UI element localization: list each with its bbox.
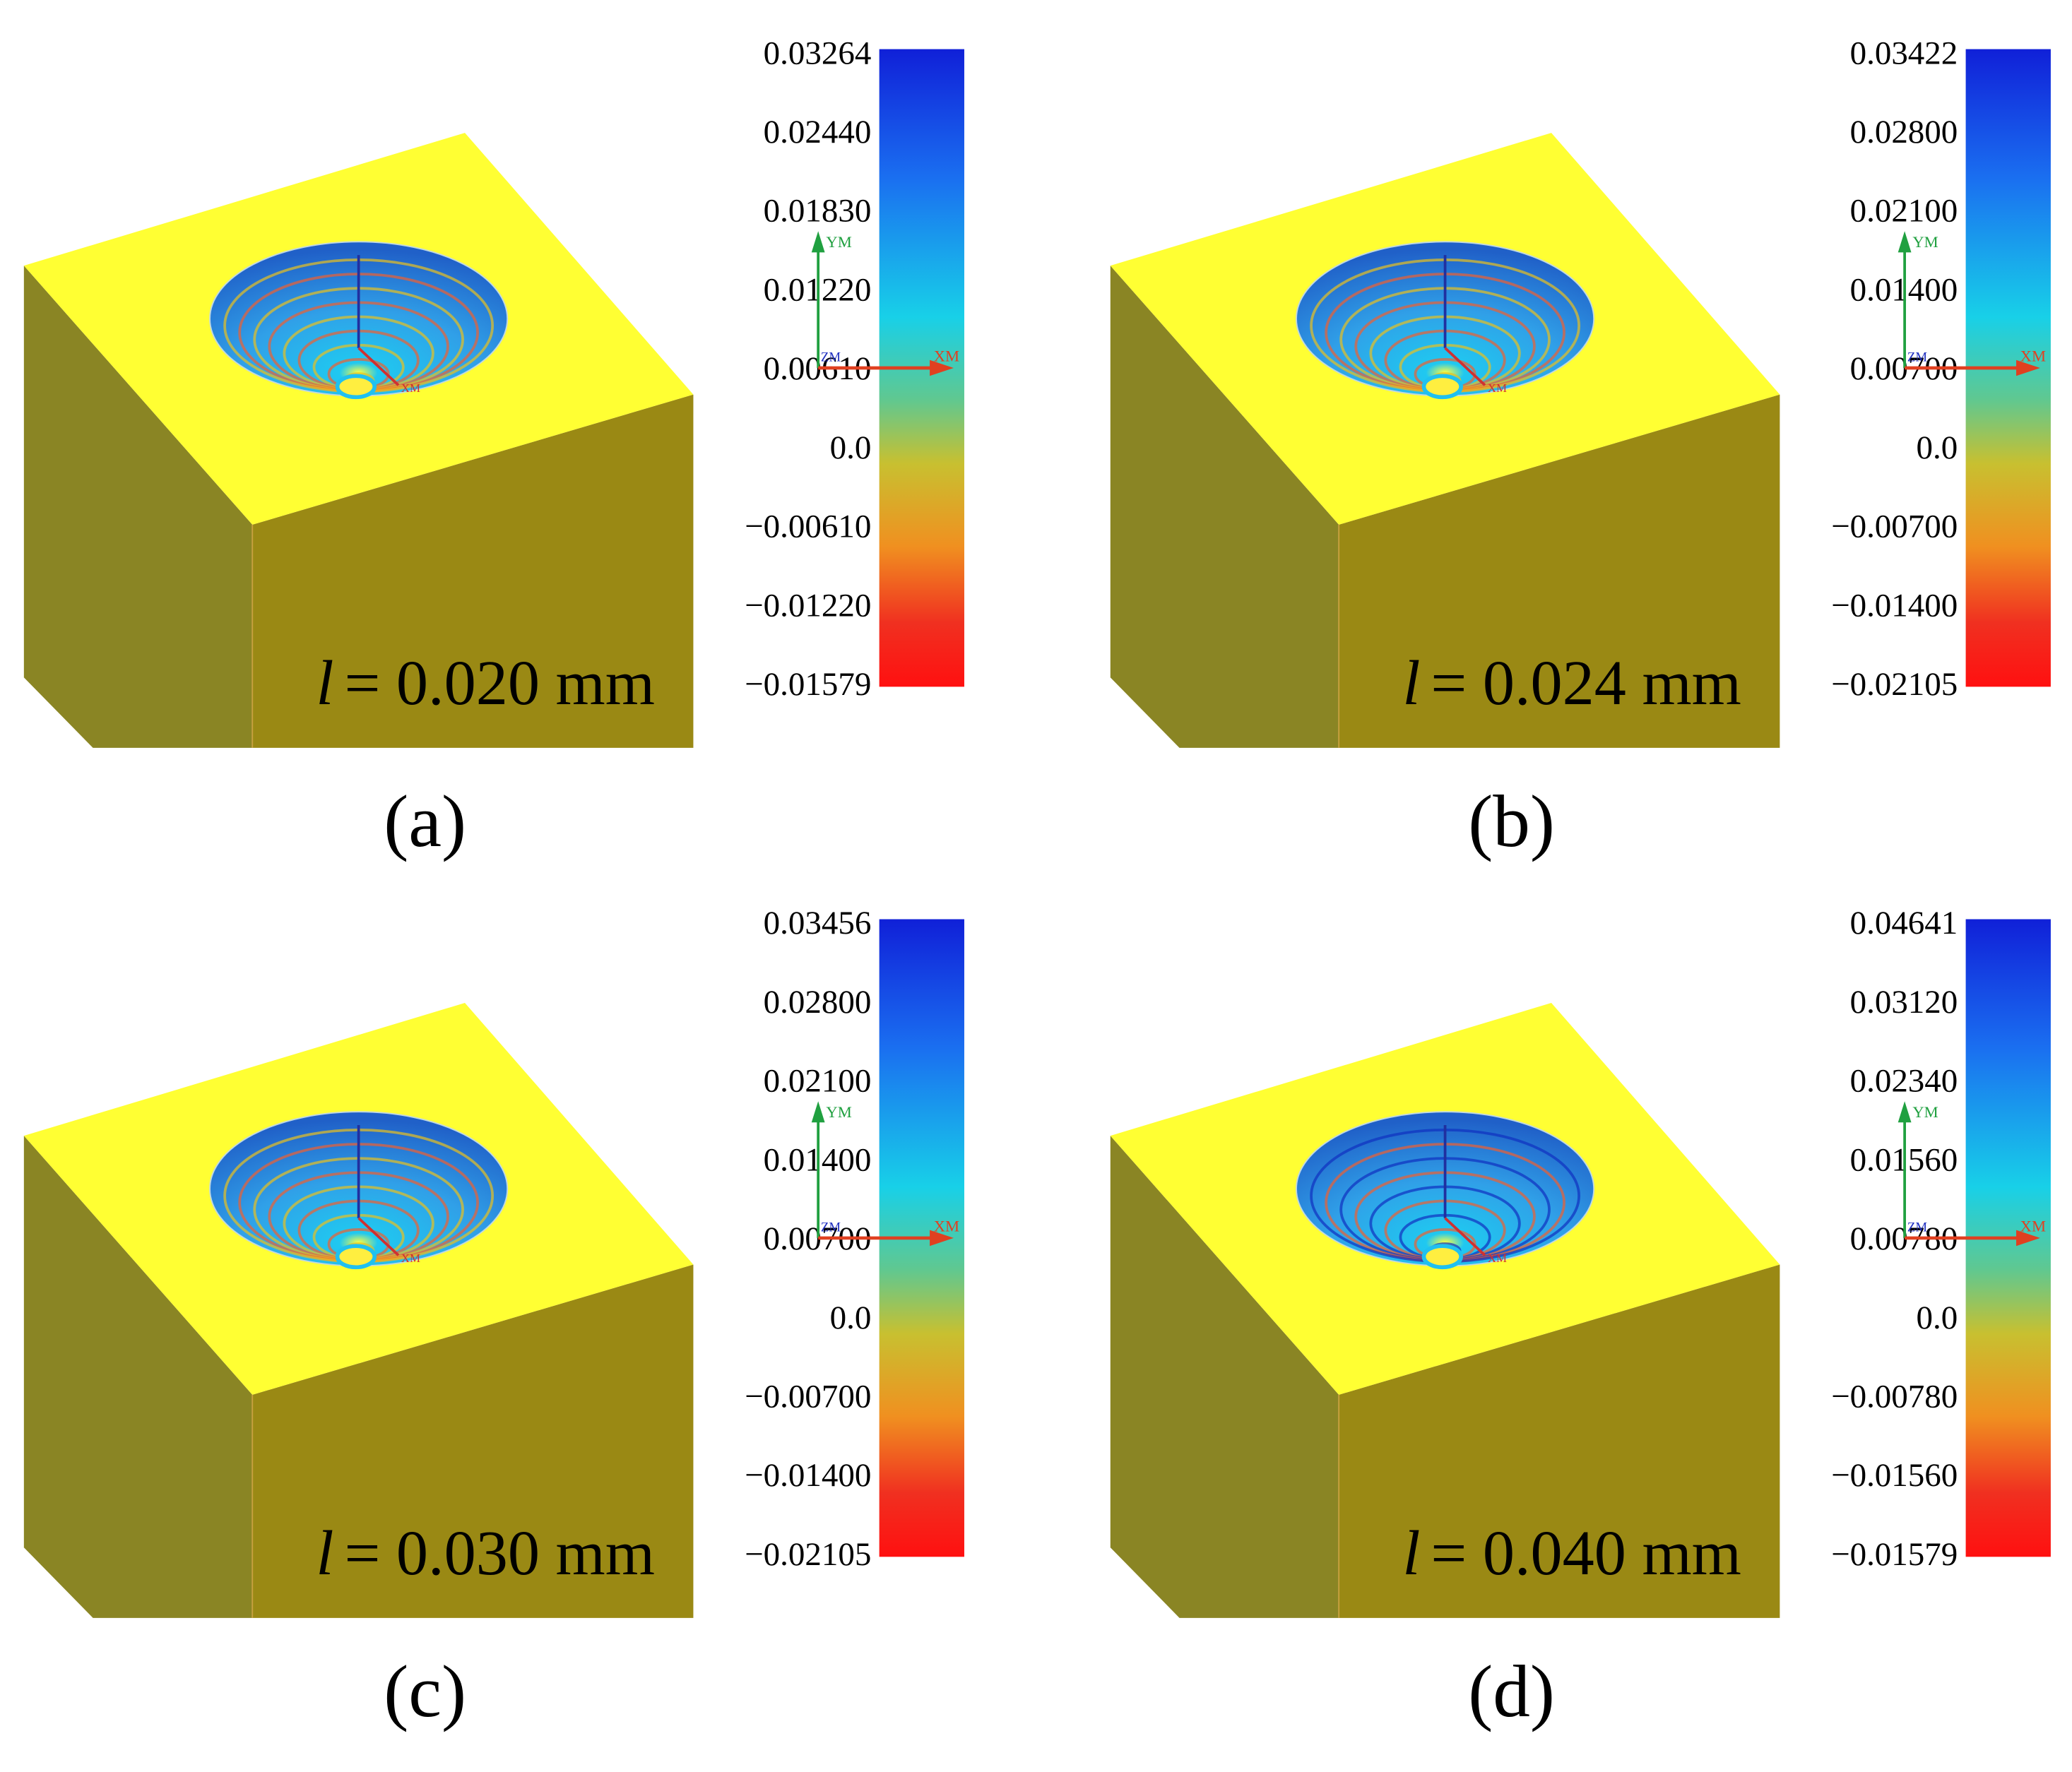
crater-axis: [357, 347, 400, 386]
triad-y-head: [811, 1101, 825, 1123]
panel-label: (b): [1468, 780, 1555, 862]
colorbar-tick-label: −0.01220: [745, 587, 871, 624]
axis-label: XM: [2020, 347, 2046, 365]
colorbar-tick-label: 0.04641: [1850, 905, 1958, 941]
colorbar-tick-label: −0.01579: [1831, 1536, 1958, 1573]
colorbar-tick-label: 0.02340: [1850, 1063, 1958, 1100]
colorbar-tick-label: 0.03264: [764, 35, 872, 71]
colorbar-tick-label: −0.00780: [1831, 1379, 1958, 1415]
panel-label: (c): [384, 1650, 466, 1732]
triad-y-head: [1898, 1101, 1912, 1123]
triad-x-head: [930, 359, 954, 376]
colorbar-tick-label: −0.02105: [745, 1536, 871, 1573]
colorbar-tick-label: 0.0: [830, 1300, 872, 1336]
colorbar-tick-label: −0.01579: [745, 666, 871, 703]
length-label: l = 0.030 mm: [316, 1518, 655, 1588]
length-variable: l: [1402, 1518, 1420, 1588]
axis-label: YM: [826, 1103, 851, 1121]
panel: XM0.034220.028000.021000.014000.007000.0…: [1110, 35, 2051, 862]
block-front-face: [252, 394, 694, 748]
colorbar-tick-label: −0.01560: [1831, 1457, 1958, 1494]
length-value: = 0.020 mm: [344, 648, 654, 718]
axis-label: ZM: [1907, 350, 1927, 365]
colorbar-tick-label: −0.01400: [745, 1457, 871, 1494]
axis-label: XM: [401, 381, 420, 395]
axis-label: ZM: [821, 1220, 841, 1235]
triad-x-head: [2016, 1230, 2040, 1247]
axis-label: XM: [934, 347, 959, 365]
axis-label: XM: [1488, 1251, 1507, 1265]
colorbar-tick-label: 0.01830: [764, 193, 872, 230]
block-left-face: [23, 1136, 253, 1618]
colorbar-tick-label: −0.02105: [1831, 666, 1958, 703]
colorbar-tick-label: 0.03422: [1850, 35, 1958, 71]
crater-center: [335, 374, 377, 400]
length-label: l = 0.024 mm: [1402, 648, 1741, 718]
panel: XM0.046410.031200.023400.015600.007800.0…: [1110, 905, 2051, 1732]
block-left-face: [23, 266, 253, 748]
colorbar-tick-label: 0.03456: [764, 905, 872, 941]
crater-axis: [1444, 347, 1486, 386]
crater-center: [1421, 374, 1463, 400]
length-variable: l: [316, 648, 333, 718]
axis-label: XM: [934, 1218, 959, 1235]
length-value: = 0.040 mm: [1431, 1518, 1741, 1588]
colorbar-tick-label: 0.0: [1917, 1300, 1958, 1336]
length-variable: l: [316, 1518, 333, 1588]
axis-label: XM: [1488, 381, 1507, 395]
block-left-face: [1110, 1136, 1339, 1618]
block-front-face: [1339, 1264, 1780, 1618]
length-label: l = 0.040 mm: [1402, 1518, 1741, 1588]
axis-label: XM: [401, 1251, 420, 1265]
length-value: = 0.030 mm: [344, 1518, 654, 1588]
block-front-face: [252, 1264, 694, 1618]
panel-label: (d): [1468, 1650, 1555, 1732]
colorbar-tick-label: 0.02100: [764, 1063, 872, 1100]
colorbar-tick-label: 0.02800: [764, 984, 872, 1021]
colorbar-tick-label: −0.00700: [745, 1379, 871, 1415]
block-front-face: [1339, 394, 1780, 748]
colorbar-tick-label: 0.02440: [764, 114, 872, 150]
axis-label: YM: [826, 233, 851, 251]
colorbar-tick-label: 0.0: [1917, 429, 1958, 466]
length-label: l = 0.020 mm: [316, 648, 655, 718]
colorbar-tick-label: 0.03120: [1850, 984, 1958, 1021]
colorbar-tick-label: 0.02100: [1850, 193, 1958, 230]
panel: XM0.034560.028000.021000.014000.007000.0…: [23, 905, 964, 1732]
colorbar-tick-label: 0.0: [830, 429, 872, 466]
panel-label: (a): [384, 780, 466, 862]
length-value: = 0.024 mm: [1431, 648, 1741, 718]
triad-x-head: [2016, 359, 2040, 376]
triad-y-head: [1898, 231, 1912, 253]
panel: XM0.032640.024400.018300.012200.006100.0…: [23, 35, 964, 862]
axis-label: ZM: [1907, 1220, 1927, 1235]
axis-label: YM: [1912, 233, 1938, 251]
block-left-face: [1110, 266, 1339, 748]
crater-center: [1421, 1244, 1463, 1270]
crater-center: [335, 1244, 377, 1270]
crater-axis: [1444, 1217, 1486, 1256]
triad-x-head: [930, 1230, 954, 1247]
length-variable: l: [1402, 648, 1420, 718]
axis-label: XM: [2020, 1218, 2046, 1235]
crater-axis: [357, 1217, 400, 1256]
axis-label: YM: [1912, 1103, 1938, 1121]
axis-label: ZM: [821, 350, 841, 365]
colorbar-tick-label: −0.00700: [1831, 509, 1958, 545]
colorbar-tick-label: −0.01400: [1831, 587, 1958, 624]
triad-y-head: [811, 231, 825, 253]
colorbar-tick-label: 0.02800: [1850, 114, 1958, 150]
colorbar-tick-label: −0.00610: [745, 509, 871, 545]
